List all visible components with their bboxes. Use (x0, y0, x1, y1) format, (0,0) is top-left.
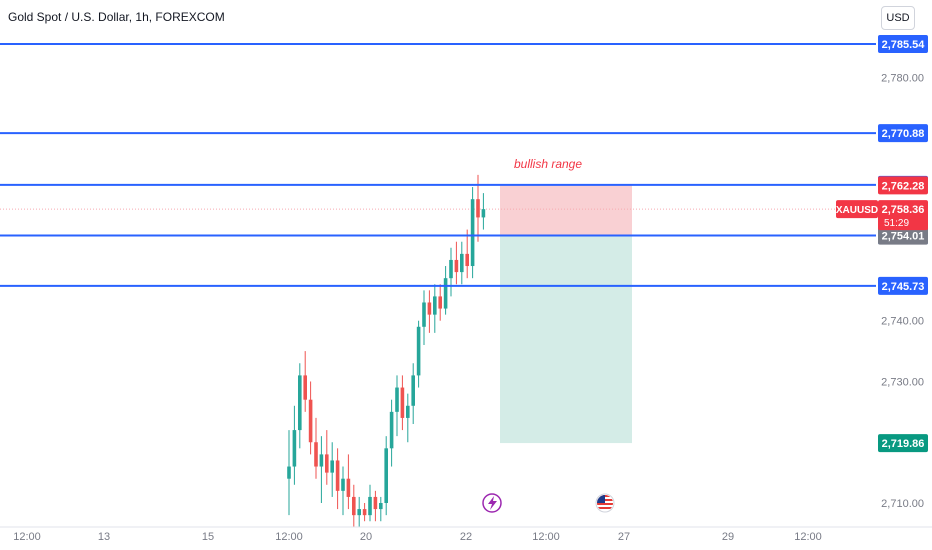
us-flag-icon[interactable] (595, 493, 615, 513)
candle (319, 436, 324, 503)
candle (357, 496, 361, 528)
candle (438, 284, 442, 321)
price-axis[interactable]: 2,780.00 2,740.00 2,730.00 2,710.00 2,785.54… (836, 0, 932, 528)
x-tick-label: 15 (202, 531, 214, 543)
svg-text:51:29: 51:29 (884, 218, 909, 229)
x-tick-label: 22 (460, 531, 472, 543)
x-tick-label: 12:00 (13, 531, 41, 543)
candle (449, 247, 453, 297)
chart-title: Gold Spot / U.S. Dollar, 1h, FOREXCOM (8, 10, 225, 24)
candle (373, 490, 378, 522)
y-tick-label: 2,730.00 (881, 376, 924, 388)
svg-text:2,762.28: 2,762.28 (882, 180, 925, 192)
level-price-tag[interactable]: 2,770.88 (878, 124, 928, 143)
candle (314, 417, 318, 479)
target-price-tag[interactable]: 2,719.86 (878, 434, 928, 453)
candle (292, 405, 297, 485)
candle (406, 393, 410, 443)
candle (335, 448, 340, 510)
bid-price-tag[interactable]: 2,754.01 (878, 226, 928, 245)
x-tick-label: 27 (618, 531, 630, 543)
svg-text:2,770.88: 2,770.88 (882, 128, 925, 140)
lightning-icon[interactable] (482, 493, 502, 513)
candle (433, 284, 437, 333)
candle (470, 187, 475, 279)
candle (481, 193, 486, 230)
candle (460, 241, 464, 285)
y-tick-label: 2,740.00 (881, 316, 924, 328)
x-tick-label: 20 (360, 531, 372, 543)
annotation-label[interactable]: bullish range (514, 157, 582, 171)
candle (368, 484, 372, 522)
candle (476, 174, 480, 242)
candle (389, 399, 394, 467)
candle (298, 363, 302, 449)
event-markers[interactable] (482, 493, 615, 513)
candles (287, 174, 486, 528)
currency-button[interactable]: USD (881, 6, 915, 30)
candle (443, 266, 448, 315)
candle (362, 503, 367, 522)
high-price-tag[interactable]: 2,762.28 (878, 176, 928, 195)
candle (325, 430, 329, 485)
svg-text:XAUUSD: XAUUSD (836, 205, 878, 216)
candle (395, 375, 399, 437)
x-tick-label: 29 (722, 531, 734, 543)
candle (454, 241, 459, 285)
x-tick-label: 13 (98, 531, 110, 543)
candle (379, 496, 383, 522)
candle (416, 320, 421, 388)
x-tick-label: 12:00 (275, 531, 303, 543)
candle (287, 430, 291, 516)
candle (346, 454, 351, 510)
take-profit-zone[interactable] (500, 235, 632, 444)
svg-text:2,785.54: 2,785.54 (882, 39, 926, 51)
svg-text:2,719.86: 2,719.86 (882, 438, 925, 450)
position-zones: bullish range (0, 157, 876, 444)
level-price-tag[interactable]: 2,785.54 (878, 35, 928, 53)
candle (400, 375, 405, 431)
candle (422, 290, 426, 346)
x-tick-label: 12:00 (794, 531, 822, 543)
level-lines[interactable] (0, 43, 876, 287)
candle (330, 442, 334, 497)
candle (308, 381, 313, 455)
candle (465, 229, 469, 279)
candle (352, 484, 356, 528)
y-tick-label: 2,780.00 (881, 73, 924, 85)
candle (411, 363, 415, 425)
candle (303, 351, 307, 412)
candle (384, 436, 388, 516)
y-tick-label: 2,710.00 (881, 498, 924, 510)
x-tick-label: 12:00 (532, 531, 560, 543)
svg-text:2,745.73: 2,745.73 (882, 281, 925, 293)
svg-text:2,754.01: 2,754.01 (882, 231, 925, 243)
time-axis[interactable]: 12:00 13 15 12:00 20 22 12:00 27 29 12:00 (0, 526, 932, 543)
candle (341, 466, 345, 516)
stop-loss-zone[interactable] (500, 184, 632, 236)
svg-text:2,758.36: 2,758.36 (882, 204, 925, 216)
symbol-tag[interactable]: XAUUSD (836, 200, 878, 219)
candle (427, 290, 432, 333)
level-price-tag[interactable]: 2,745.73 (878, 276, 928, 295)
current-price-tag[interactable]: 2,758.36 51:29 (878, 200, 928, 231)
